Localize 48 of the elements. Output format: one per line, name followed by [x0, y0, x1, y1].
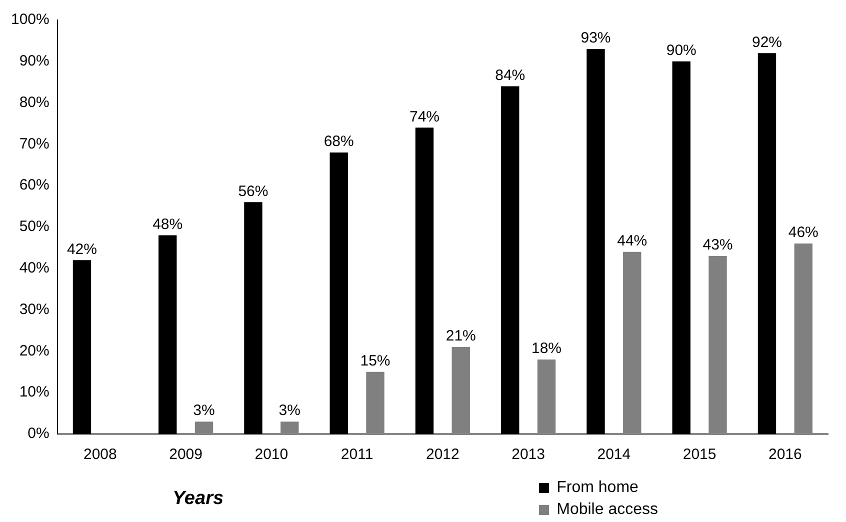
data-label: 18%: [531, 340, 562, 358]
data-label: 92%: [752, 34, 782, 51]
y-tick-label: 40%: [19, 260, 50, 277]
data-label: 21%: [446, 328, 476, 345]
x-tick-label: 2011: [340, 446, 374, 464]
data-label: 84%: [495, 66, 526, 84]
x-tick-label: 2014: [597, 446, 631, 464]
data-label: 3%: [193, 402, 215, 420]
bar: [194, 422, 214, 434]
data-label: 48%: [152, 216, 183, 233]
x-axis-title: Years: [171, 488, 225, 510]
x-tick-label: 2013: [512, 446, 545, 464]
bar: [280, 422, 299, 434]
x-tick-label: 2012: [426, 446, 460, 464]
bar: [794, 244, 812, 434]
legend-label: From home: [556, 478, 638, 498]
y-tick-label: 30%: [19, 300, 50, 318]
data-label: 90%: [666, 42, 696, 60]
bar: [366, 372, 384, 434]
data-label: 15%: [360, 352, 390, 370]
data-label: 3%: [278, 402, 300, 420]
y-tick-label: 70%: [19, 135, 50, 152]
bar: [708, 256, 727, 434]
y-tick-label: 20%: [19, 342, 50, 360]
y-tick-label: 10%: [19, 384, 50, 401]
x-tick-label: 2016: [768, 446, 802, 464]
y-tick-label: 80%: [19, 94, 50, 111]
bar: [452, 347, 470, 434]
x-tick-label: 2010: [254, 446, 288, 464]
data-label: 74%: [409, 108, 440, 126]
legend-label: Mobile access: [556, 500, 658, 520]
data-label: 46%: [788, 224, 818, 242]
bar: [537, 359, 556, 434]
y-tick-label: 0%: [28, 425, 50, 442]
x-tick-label: 2015: [682, 446, 716, 464]
data-label: 44%: [617, 232, 648, 250]
bar: [623, 252, 642, 434]
data-label: 93%: [580, 30, 611, 47]
x-tick-label: 2009: [169, 446, 202, 464]
x-tick-label: 2008: [83, 446, 117, 464]
y-tick-label: 90%: [19, 52, 50, 70]
y-tick-label: 50%: [19, 218, 50, 236]
data-label: 43%: [702, 236, 733, 254]
data-label: 68%: [324, 133, 354, 150]
y-tick-label: 60%: [19, 176, 50, 194]
data-label: 56%: [238, 182, 268, 200]
y-tick-label: 100%: [10, 11, 50, 28]
data-label: 42%: [66, 240, 97, 258]
